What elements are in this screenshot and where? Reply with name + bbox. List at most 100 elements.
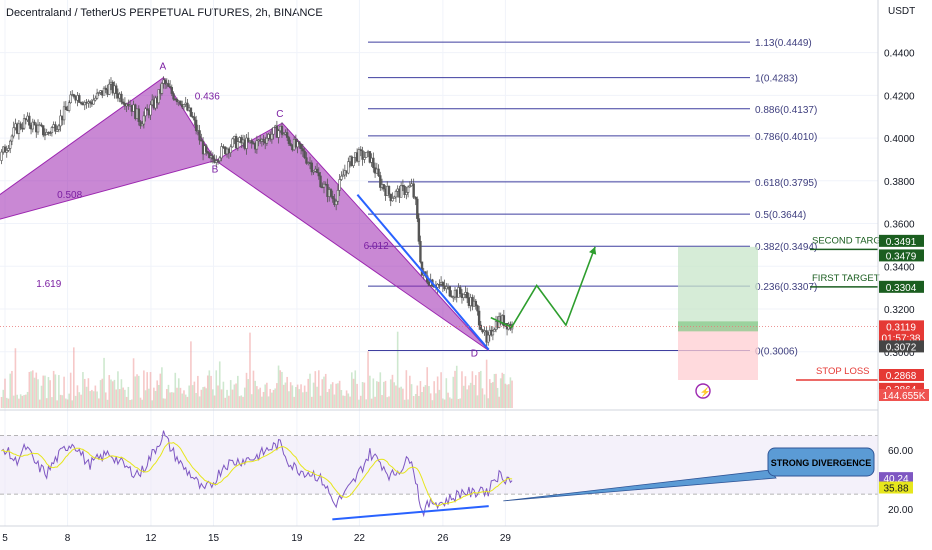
volume-bar [459, 398, 462, 408]
volume-bar [205, 388, 208, 408]
candle-body [104, 87, 107, 90]
volume-bar [435, 393, 437, 408]
volume-bar [0, 396, 3, 408]
volume-bar [92, 391, 95, 408]
volume-bar [471, 371, 474, 408]
volume-bar [16, 394, 18, 408]
candle-body [372, 157, 375, 169]
volume-bar [144, 390, 147, 408]
volume-bar [300, 384, 302, 408]
divergence-callout-text: STRONG DIVERGENCE [771, 458, 872, 468]
volume-bar [507, 384, 510, 408]
candle-body [17, 123, 21, 134]
volume-bar [276, 383, 278, 408]
volume-bar [111, 381, 114, 408]
volume-bar [118, 389, 121, 408]
pattern-ratio: 0.436 [195, 92, 220, 103]
candle-body [448, 286, 451, 297]
candle-body [438, 283, 441, 286]
volume-bar [403, 399, 406, 408]
candle-body [338, 179, 341, 191]
candle-body [285, 132, 289, 138]
volume-bar [264, 384, 267, 408]
volume-bar [215, 370, 218, 408]
volume-bar [447, 392, 449, 408]
time-tick: 26 [437, 533, 449, 544]
volume-bar [188, 385, 190, 408]
fib-label: 1.13(0.4449) [755, 38, 812, 49]
volume-bar [498, 396, 500, 408]
volume-bar [184, 394, 187, 408]
volume-bar [469, 382, 472, 408]
volume-bar [21, 395, 24, 408]
price-tag-text: 0.3479 [886, 251, 917, 262]
candle-body [247, 137, 250, 142]
volume-bar [238, 396, 241, 408]
candle-body [72, 94, 76, 97]
volume-bar [19, 394, 22, 408]
candle-body [220, 146, 223, 159]
price-tag-text: 0.3072 [886, 342, 917, 353]
annotations[interactable]: SECOND TARGET FIRST TARGET STOP LOSS ⚡ [0, 194, 893, 399]
volume-bar [12, 395, 15, 408]
candle-body [377, 168, 380, 176]
candle-body [382, 184, 385, 190]
volume-bar [151, 400, 154, 408]
price-axis[interactable]: USDT 0.4400 0.4200 0.4000 0.3800 0.3600 0.3400… [877, 0, 929, 526]
level-label: STOP LOSS [816, 366, 870, 377]
candle-body [236, 141, 240, 149]
volume-bar [473, 384, 475, 408]
volume-bar [149, 372, 152, 408]
volume-bar [26, 391, 29, 408]
long-position[interactable] [678, 246, 758, 381]
fib-label: 0.618(0.3795) [755, 178, 817, 189]
pattern-ratio: 6.012 [364, 241, 389, 252]
volume-bar [474, 375, 477, 408]
volume-bar [229, 380, 232, 408]
candle-body [9, 140, 12, 149]
candle-body [392, 196, 396, 199]
candle-body [410, 183, 413, 187]
volume-bar [426, 367, 429, 408]
volume-bar [369, 375, 371, 408]
volume-bar [416, 385, 419, 408]
fib-retracement[interactable]: 1.13(0.4449) 1(0.4283) 0.886(0.4137) 0.786(… [368, 38, 817, 358]
candle-body [139, 121, 142, 127]
volume-bar [5, 397, 8, 408]
time-tick: 5 [2, 533, 8, 544]
volume-bar [349, 396, 351, 408]
volume-bar [455, 365, 458, 408]
volume-bar [120, 379, 123, 408]
volume-bar [347, 393, 350, 408]
volume-bar [291, 385, 294, 408]
candle-body [43, 134, 47, 136]
volume-bar [7, 398, 10, 408]
candle-body [250, 140, 253, 144]
volume-bar [78, 392, 81, 408]
volume-bar [476, 395, 479, 408]
volume-bar [384, 380, 387, 408]
time-axis[interactable]: 212428Dec58121519222629 [0, 525, 878, 544]
volume-bar [436, 376, 439, 408]
volume-bar [54, 374, 57, 408]
volume-bar [298, 389, 301, 408]
candle-body [31, 121, 34, 130]
volume-bar [129, 399, 131, 408]
candle-body [255, 140, 259, 150]
volume-bar [210, 375, 212, 408]
price-tick: 0.3000 [884, 348, 915, 359]
volume-bar [141, 399, 143, 408]
volume-bar [131, 399, 133, 408]
candle-body [88, 101, 92, 104]
volume-bar [400, 386, 402, 408]
candle-body [157, 89, 160, 104]
fib-label: 0.886(0.4137) [755, 105, 817, 116]
volume-bar [391, 374, 394, 408]
rsi-line [1, 430, 513, 518]
candle-body [361, 150, 364, 160]
candle-body [301, 148, 305, 152]
candle-body [205, 145, 208, 152]
volume-bar [218, 361, 221, 408]
